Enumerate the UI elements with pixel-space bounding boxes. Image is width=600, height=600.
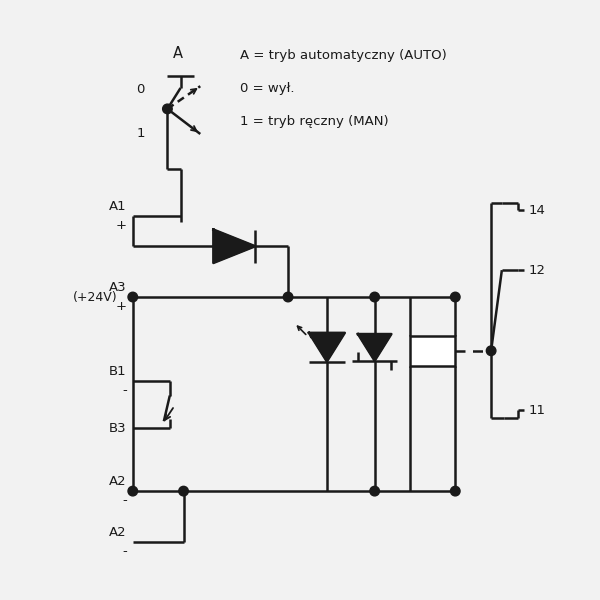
Circle shape bbox=[451, 487, 460, 496]
Text: 11: 11 bbox=[529, 404, 546, 417]
Text: 12: 12 bbox=[529, 263, 546, 277]
Bar bbox=[410, 336, 455, 365]
Circle shape bbox=[128, 292, 137, 302]
Circle shape bbox=[283, 292, 293, 302]
Text: 0: 0 bbox=[136, 83, 145, 96]
Text: A2: A2 bbox=[109, 475, 127, 488]
Circle shape bbox=[451, 292, 460, 302]
Text: +: + bbox=[116, 220, 127, 232]
Text: 14: 14 bbox=[529, 204, 545, 217]
Circle shape bbox=[370, 487, 379, 496]
Text: 1 = tryb ręczny (MAN): 1 = tryb ręczny (MAN) bbox=[240, 115, 389, 128]
Polygon shape bbox=[214, 230, 255, 263]
Text: A3: A3 bbox=[109, 281, 127, 294]
Circle shape bbox=[179, 487, 188, 496]
Text: -: - bbox=[122, 494, 127, 507]
Circle shape bbox=[128, 487, 137, 496]
Circle shape bbox=[370, 292, 379, 302]
Circle shape bbox=[163, 104, 172, 113]
Text: 1: 1 bbox=[136, 127, 145, 140]
Text: B1: B1 bbox=[109, 365, 127, 377]
Text: A: A bbox=[173, 46, 182, 61]
Text: A2: A2 bbox=[109, 526, 127, 539]
Text: B3: B3 bbox=[109, 422, 127, 435]
Polygon shape bbox=[309, 333, 345, 362]
Text: A1: A1 bbox=[109, 200, 127, 214]
Circle shape bbox=[487, 346, 496, 356]
Text: A = tryb automatyczny (AUTO): A = tryb automatyczny (AUTO) bbox=[240, 49, 447, 62]
Text: +: + bbox=[116, 300, 127, 313]
Polygon shape bbox=[358, 334, 391, 361]
Text: 0 = wył.: 0 = wył. bbox=[240, 82, 295, 95]
Text: -: - bbox=[122, 383, 127, 397]
Text: -: - bbox=[122, 545, 127, 558]
Text: (+24V): (+24V) bbox=[73, 290, 118, 304]
